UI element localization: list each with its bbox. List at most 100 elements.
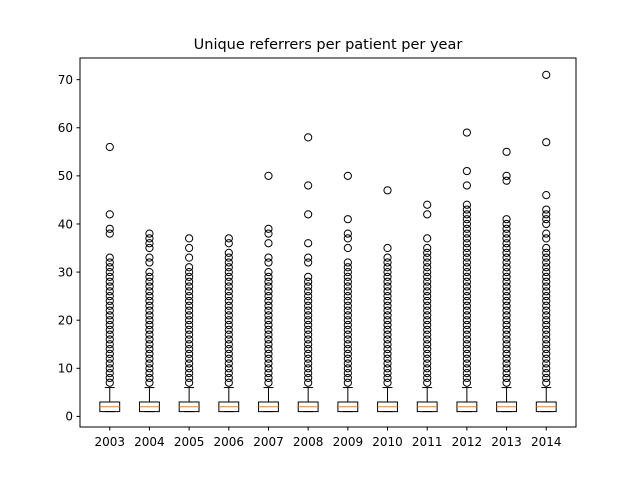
box-group-2003	[99, 142, 121, 413]
outlier-point	[304, 359, 313, 368]
outlier-point	[542, 359, 551, 368]
outlier-point	[304, 340, 313, 349]
outlier-point	[224, 349, 233, 358]
outlier-point	[383, 335, 392, 344]
outlier-point	[542, 70, 551, 79]
outlier-point	[423, 243, 432, 253]
outlier-point	[224, 272, 233, 281]
outlier-point	[462, 181, 471, 190]
outlier-point	[343, 340, 352, 349]
outlier-point	[304, 277, 313, 286]
outlier-point	[542, 191, 551, 200]
outlier-point	[462, 166, 471, 176]
y-tick-label: 60	[58, 121, 73, 135]
outlier-point	[264, 320, 273, 330]
outlier-point	[462, 263, 471, 272]
outlier-point	[105, 378, 114, 387]
box-group-2006	[218, 234, 240, 413]
axes: 0 10 20 30 40 50 60 70 2003 2004 2005 2006 2007 2008 2…	[58, 73, 562, 449]
outlier-point	[264, 316, 273, 325]
outlier-point	[105, 364, 114, 373]
outlier-point	[264, 224, 273, 233]
outlier-point	[542, 378, 551, 387]
outlier-point	[383, 311, 392, 320]
outlier-point	[462, 205, 471, 214]
outlier-point	[105, 287, 114, 296]
outlier-point	[423, 258, 432, 267]
outlier-point	[343, 335, 352, 344]
outlier-point	[145, 282, 154, 291]
outlier-point	[105, 369, 114, 378]
outlier-point	[502, 292, 511, 301]
outlier-point	[264, 359, 273, 368]
y-tick-label: 20	[58, 313, 73, 327]
outlier-point	[145, 301, 154, 310]
outlier-point	[224, 364, 233, 373]
outlier-point	[105, 354, 114, 363]
outlier-point	[185, 316, 194, 325]
outlier-point	[304, 253, 313, 262]
outlier-point	[542, 253, 551, 262]
outlier-point	[502, 320, 511, 330]
y-tick-label: 50	[58, 169, 73, 183]
outlier-point	[423, 359, 432, 368]
outlier-point	[304, 210, 313, 219]
outlier-point	[462, 349, 471, 358]
outlier-point	[462, 301, 471, 310]
outlier-point	[224, 301, 233, 310]
outlier-point	[343, 369, 352, 378]
outlier-point	[423, 325, 432, 334]
outlier-point	[462, 292, 471, 301]
x-tick-label: 2003	[94, 435, 125, 449]
outlier-point	[423, 292, 432, 301]
outlier-point	[145, 243, 154, 253]
outlier-point	[343, 330, 352, 339]
outlier-point	[502, 354, 511, 363]
outlier-point	[462, 128, 471, 137]
outlier-point	[502, 253, 511, 262]
outlier-point	[304, 349, 313, 358]
outlier-point	[145, 229, 154, 238]
outlier-point	[542, 311, 551, 320]
outlier-point	[304, 133, 313, 142]
outlier-point	[542, 340, 551, 349]
outlier-point	[264, 296, 273, 306]
outlier-point	[343, 171, 352, 180]
outlier-point	[423, 349, 432, 358]
outlier-point	[502, 311, 511, 320]
outlier-point	[423, 272, 432, 281]
outlier-point	[462, 210, 471, 219]
outlier-point	[224, 267, 233, 277]
box-group-2012	[456, 128, 478, 413]
x-tick-label: 2009	[333, 435, 364, 449]
outlier-point	[502, 378, 511, 387]
outlier-point	[105, 373, 114, 383]
outlier-point	[383, 263, 392, 272]
outlier-point	[343, 229, 352, 238]
box-group-2007	[258, 171, 279, 413]
outlier-point	[462, 224, 471, 233]
outlier-point	[264, 325, 273, 334]
outlier-point	[542, 272, 551, 281]
outlier-point	[343, 311, 352, 320]
outlier-point	[105, 292, 114, 301]
outlier-point	[343, 344, 352, 354]
outlier-point	[383, 330, 392, 339]
outlier-point	[343, 277, 352, 286]
outlier-point	[462, 253, 471, 262]
outlier-point	[423, 364, 432, 373]
y-tick-label: 40	[58, 217, 73, 231]
outlier-point	[542, 349, 551, 358]
outlier-point	[224, 369, 233, 378]
outlier-point	[304, 292, 313, 301]
outlier-point	[224, 311, 233, 320]
outlier-point	[542, 354, 551, 363]
outlier-point	[264, 340, 273, 349]
outlier-point	[542, 205, 551, 214]
outlier-point	[145, 267, 154, 277]
outlier-point	[264, 277, 273, 286]
outlier-point	[304, 306, 313, 315]
outlier-point	[462, 219, 471, 229]
outlier-point	[462, 239, 471, 248]
outlier-point	[343, 234, 352, 243]
